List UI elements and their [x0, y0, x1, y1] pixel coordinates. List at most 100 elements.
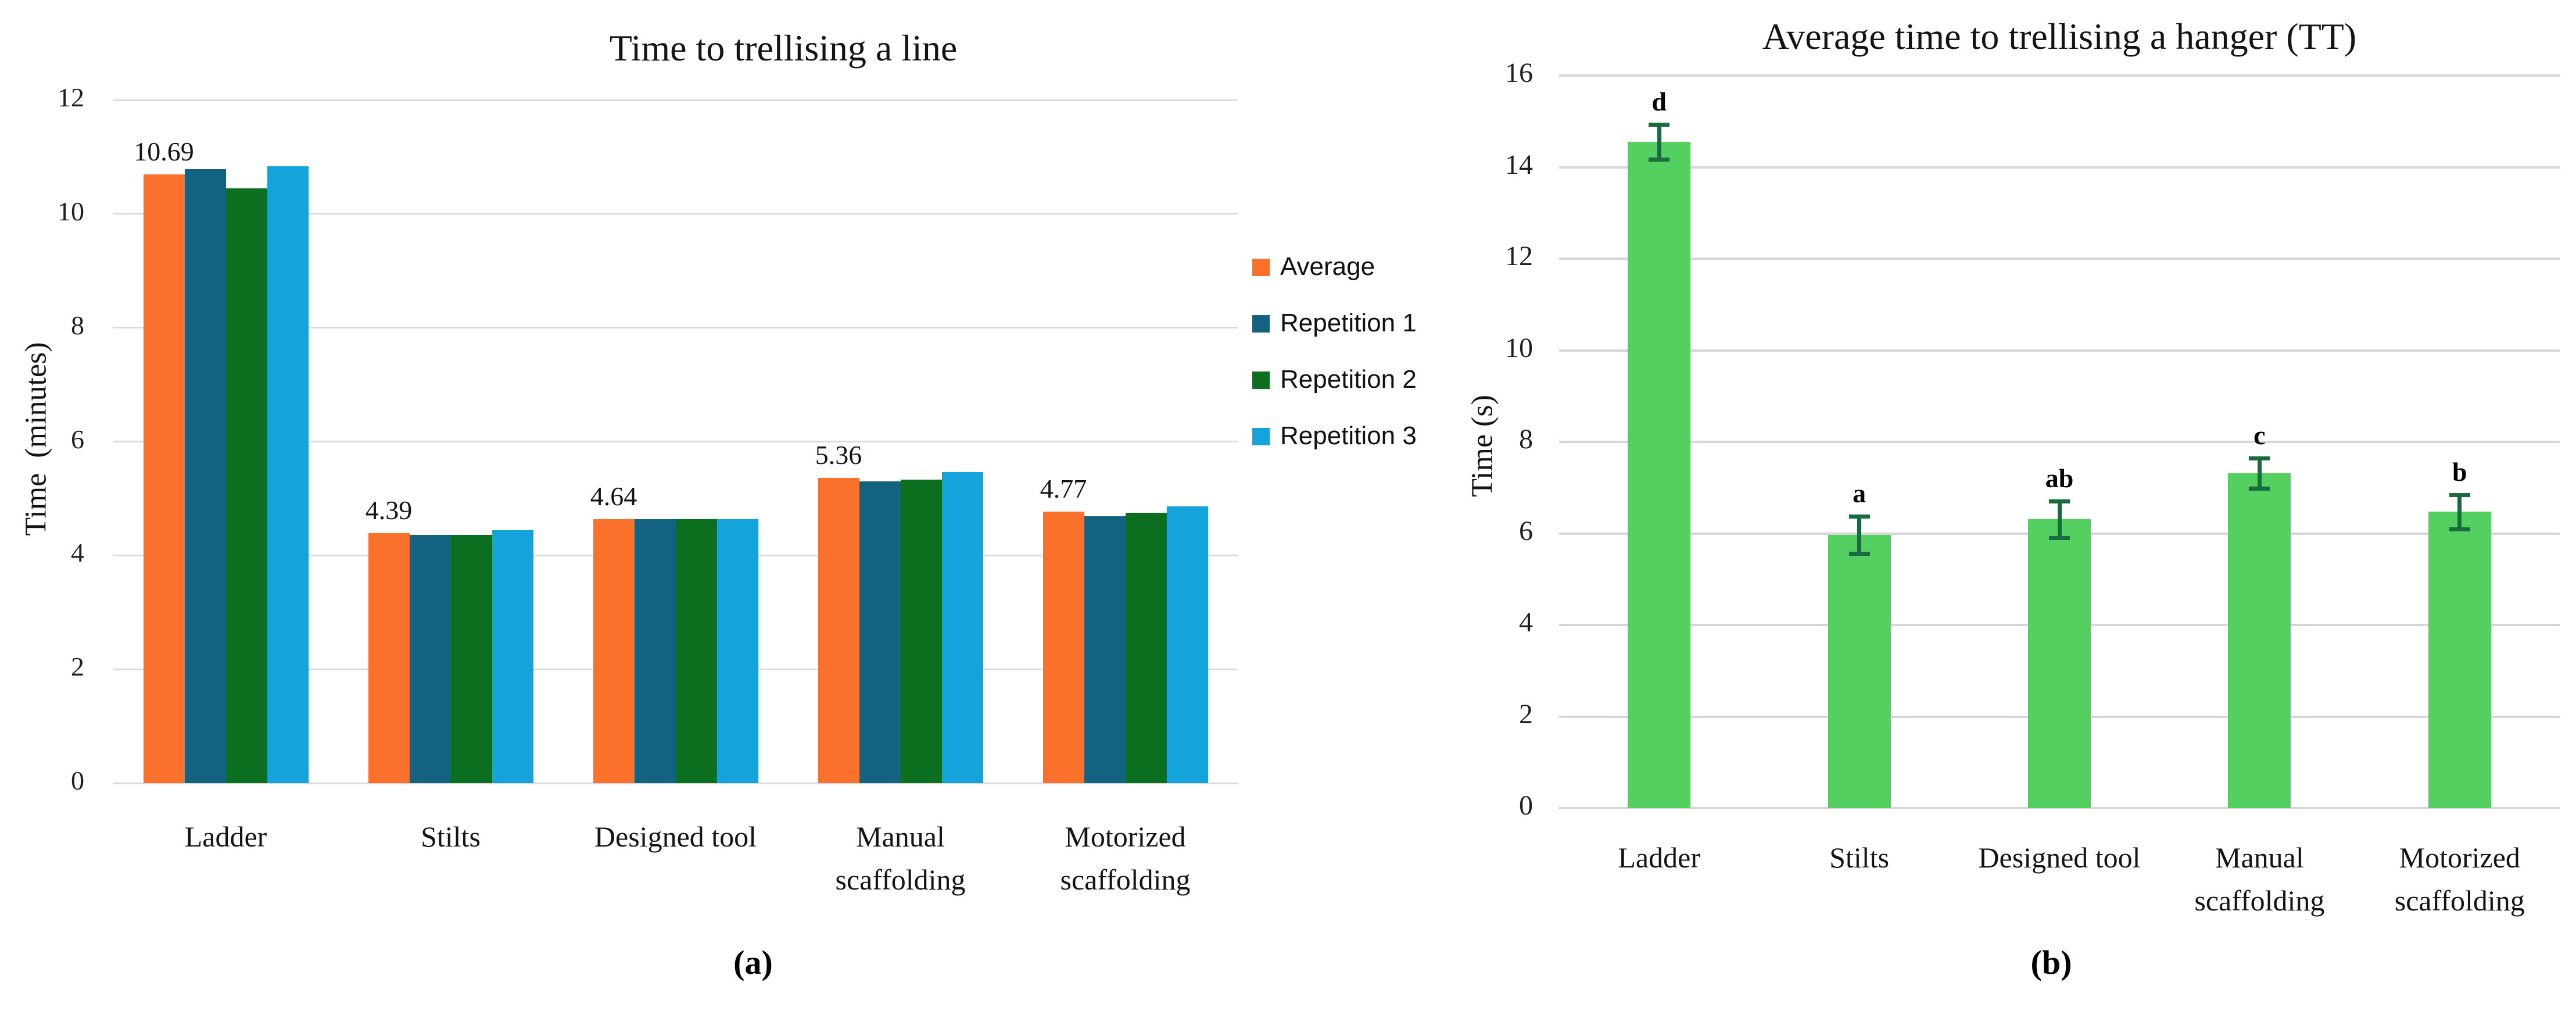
error-bar-line — [1857, 516, 1862, 554]
x-category-label: Motorized scaffolding — [2394, 841, 2525, 917]
gridline — [113, 441, 1238, 442]
data-label: 4.64 — [590, 481, 637, 511]
y-tick-label: 16 — [1505, 58, 1533, 88]
legend-label: Repetition 3 — [1280, 421, 1417, 450]
gridline — [1559, 74, 2560, 77]
x-category-label: Designed tool — [594, 820, 757, 853]
error-bar-cap-top — [1848, 514, 1870, 519]
legend-swatch-repetition-1 — [1252, 315, 1270, 333]
bar-repetition-1 — [859, 481, 901, 783]
gridline — [113, 99, 1238, 101]
error-bar-cap-bottom — [1649, 158, 1670, 162]
x-category-label: Motorized scaffolding — [1060, 820, 1191, 896]
bar-repetition-1 — [184, 169, 226, 783]
bar-repetition-2 — [225, 188, 267, 783]
gridline — [113, 327, 1238, 329]
y-tick-label: 2 — [71, 652, 84, 682]
x-category-label: Manual scaffolding — [2194, 841, 2325, 917]
legend-label: Repetition 2 — [1280, 365, 1417, 394]
caption-a: (a) — [733, 944, 773, 981]
error-bar-line — [2057, 501, 2062, 538]
bar-repetition-1 — [1084, 516, 1126, 783]
bar-repetition-1 — [409, 535, 451, 783]
data-label: 4.39 — [365, 495, 413, 526]
bar-average — [593, 519, 635, 783]
bar-manual-scaffolding — [2228, 473, 2291, 808]
bar-designed-tool — [2028, 519, 2091, 808]
bar-repetition-3 — [716, 519, 758, 783]
bar-repetition-2 — [900, 480, 942, 783]
error-bar-line — [2457, 495, 2462, 529]
x-category-label: Stilts — [1829, 841, 1890, 874]
y-tick-label: 8 — [71, 310, 84, 340]
gridline — [113, 213, 1238, 215]
bar-repetition-2 — [675, 519, 717, 783]
bar-average — [368, 533, 410, 783]
legend-swatch-repetition-2 — [1252, 371, 1270, 389]
y-tick-label: 10 — [1505, 332, 1533, 363]
bar-average — [1042, 511, 1084, 783]
bar-average — [818, 478, 859, 783]
y-tick-label: 4 — [71, 538, 84, 568]
y-tick-label: 6 — [1519, 515, 1533, 546]
gridline — [1559, 258, 2560, 260]
gridline — [1559, 166, 2560, 169]
significance-letter: ab — [2045, 463, 2074, 493]
legend-label: Average — [1280, 252, 1375, 281]
y-tick-label: 6 — [71, 424, 84, 454]
gridline — [1559, 807, 2560, 809]
error-bar-cap-bottom — [2049, 535, 2070, 540]
bar-stilts — [1828, 534, 1891, 808]
bar-motorized-scaffolding — [2428, 512, 2491, 808]
error-bar-cap-top — [2449, 493, 2470, 498]
gridline — [1559, 349, 2560, 352]
y-tick-label: 2 — [1519, 698, 1533, 730]
x-category-label: Ladder — [184, 820, 267, 853]
significance-letter: c — [2253, 420, 2266, 451]
y-tick-label: 8 — [1519, 424, 1533, 455]
error-bar-cap-top — [2249, 456, 2270, 461]
gridline — [113, 782, 1238, 784]
gridline — [1559, 441, 2560, 443]
y-tick-label: 4 — [1519, 607, 1533, 638]
bar-repetition-2 — [1125, 512, 1167, 783]
significance-letter: a — [1853, 478, 1866, 508]
chart-a-title: Time to trellising a line — [609, 27, 958, 69]
legend-swatch-average — [1252, 259, 1270, 276]
bar-repetition-3 — [267, 166, 309, 783]
data-label: 5.36 — [815, 440, 862, 470]
x-category-label: Manual scaffolding — [835, 820, 966, 896]
data-label: 4.77 — [1040, 473, 1087, 503]
bar-ladder — [1628, 142, 1691, 808]
bar-repetition-1 — [634, 519, 676, 783]
chart-b-title: Average time to trellising a hanger (TT) — [1762, 16, 2357, 57]
bar-repetition-2 — [450, 535, 492, 783]
significance-letter: d — [1651, 87, 1667, 117]
bar-average — [143, 174, 185, 783]
legend-swatch-repetition-3 — [1252, 428, 1270, 445]
y-tick-label: 12 — [58, 83, 84, 112]
y-tick-label: 0 — [71, 766, 84, 795]
bar-repetition-3 — [1166, 506, 1208, 783]
error-bar-line — [1657, 124, 1661, 160]
y-tick-label: 0 — [1519, 790, 1533, 821]
error-bar-line — [2257, 458, 2262, 489]
significance-letter: b — [2452, 457, 2467, 487]
error-bar-cap-top — [1649, 123, 1670, 127]
caption-b: (b) — [2030, 944, 2072, 981]
x-category-label: Designed tool — [1978, 841, 2141, 874]
y-tick-label: 12 — [1505, 241, 1533, 271]
error-bar-cap-bottom — [2449, 527, 2470, 531]
data-label: 10.69 — [134, 137, 194, 167]
legend-label: Repetition 1 — [1280, 309, 1417, 337]
error-bar-cap-bottom — [1848, 552, 1870, 556]
bar-repetition-3 — [941, 472, 983, 783]
x-category-label: Stilts — [421, 820, 481, 853]
y-tick-label: 10 — [58, 196, 84, 226]
error-bar-cap-top — [2049, 499, 2070, 503]
bar-repetition-3 — [492, 530, 533, 783]
error-bar-cap-bottom — [2249, 487, 2270, 491]
y-tick-label: 14 — [1505, 149, 1533, 180]
x-category-label: Ladder — [1618, 841, 1700, 874]
